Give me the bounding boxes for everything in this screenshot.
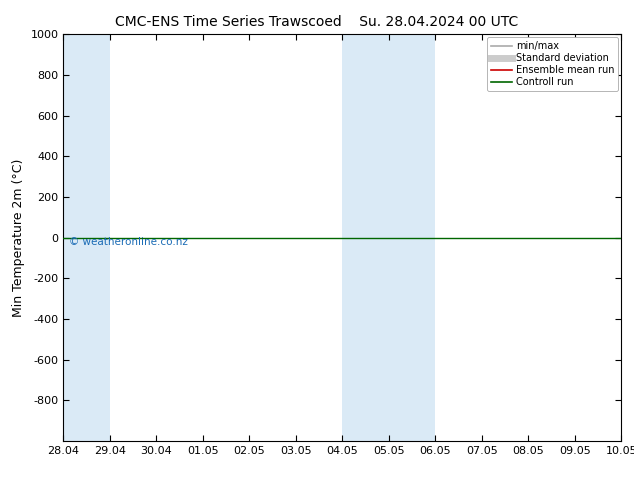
Bar [63, 34, 110, 441]
Bar [389, 34, 436, 441]
Text: CMC-ENS Time Series Trawscoed    Su. 28.04.2024 00 UTC: CMC-ENS Time Series Trawscoed Su. 28.04.… [115, 15, 519, 29]
Bar [342, 34, 389, 441]
Text: © weatheronline.co.nz: © weatheronline.co.nz [69, 237, 188, 247]
Legend: min/max, Standard deviation, Ensemble mean run, Controll run: min/max, Standard deviation, Ensemble me… [487, 37, 618, 91]
Y-axis label: Min Temperature 2m (°C): Min Temperature 2m (°C) [12, 158, 25, 317]
